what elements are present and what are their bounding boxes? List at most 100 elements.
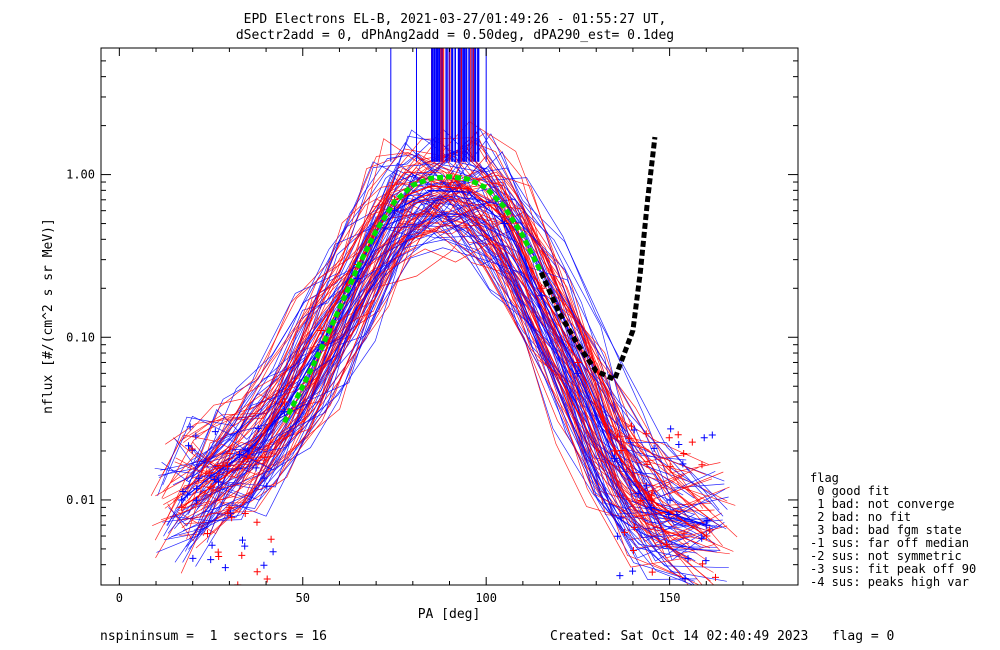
y-tick-label: 0.01 <box>66 493 95 507</box>
data-point <box>500 212 509 221</box>
data-point <box>665 510 673 518</box>
data-point <box>702 521 711 530</box>
data-point <box>188 445 196 453</box>
data-point <box>186 423 194 431</box>
background-curve <box>203 218 725 561</box>
background-curves <box>150 121 738 585</box>
data-point <box>666 463 674 471</box>
data-point <box>712 573 720 581</box>
background-curve <box>162 224 698 554</box>
data-point <box>254 425 262 433</box>
data-point <box>706 526 714 534</box>
data-point <box>225 504 233 512</box>
data-point <box>702 557 710 565</box>
data-point <box>263 482 271 490</box>
legend-item: -3 sus: fit peak off 90 <box>810 562 976 576</box>
data-point <box>680 529 688 537</box>
data-point <box>263 575 271 583</box>
data-point <box>573 369 582 378</box>
data-point <box>698 534 706 542</box>
background-curve <box>168 216 687 559</box>
data-point <box>463 184 472 193</box>
background-curve <box>181 221 689 585</box>
data-point <box>207 556 215 564</box>
legend-item: 3 bad: bad fgm state <box>810 523 962 537</box>
fit-curve <box>282 174 562 424</box>
data-point <box>215 553 223 561</box>
data-point <box>573 358 582 367</box>
background-curve <box>212 195 727 530</box>
data-point <box>253 518 261 526</box>
background-curve <box>182 181 704 509</box>
data-point <box>610 454 619 463</box>
data-point <box>614 532 622 540</box>
y-axis-label: nflux [#/(cm^2 s sr MeV)] <box>41 218 56 414</box>
data-point <box>238 551 246 559</box>
data-point <box>700 434 708 442</box>
legend-item: -4 sus: peaks high var <box>810 575 969 589</box>
data-point <box>679 460 687 468</box>
background-curve <box>199 171 738 538</box>
chart-subtitle: dSectr2add = 0, dPhAng2add = 0.50deg, dP… <box>236 28 674 43</box>
data-point <box>177 495 186 504</box>
background-curve <box>204 166 725 482</box>
data-point <box>261 453 269 461</box>
data-point <box>674 431 682 439</box>
data-point <box>500 219 509 228</box>
background-curve <box>164 172 687 517</box>
background-curve <box>202 175 736 506</box>
data-point <box>643 460 651 468</box>
data-point <box>648 491 656 499</box>
data-point <box>183 491 191 499</box>
data-point <box>634 490 642 498</box>
data-point <box>211 428 219 436</box>
data-point <box>204 529 212 537</box>
background-curve <box>198 213 715 529</box>
data-point <box>673 511 681 519</box>
data-point <box>629 567 637 575</box>
background-curve <box>172 137 712 513</box>
legend-item: 2 bad: no fit <box>810 510 911 524</box>
data-point <box>214 478 222 486</box>
data-point <box>630 523 638 531</box>
data-point <box>185 442 193 450</box>
background-curve <box>182 198 694 585</box>
data-point <box>238 536 246 544</box>
data-point <box>192 496 200 504</box>
data-point <box>688 438 696 446</box>
data-point <box>177 503 186 512</box>
data-point <box>708 431 716 439</box>
data-point <box>643 482 651 490</box>
data-point <box>637 497 645 505</box>
axis-ticks: 0 50 100 150 0.01 0.10 1.00 <box>66 48 798 605</box>
background-curve <box>182 219 698 580</box>
legend-item: -1 sus: far off median <box>810 536 969 550</box>
data-point <box>427 182 436 191</box>
data-point <box>193 485 201 493</box>
x-axis-label: PA [deg] <box>418 607 481 622</box>
data-point <box>642 430 650 438</box>
data-point <box>681 575 689 583</box>
background-curve <box>171 195 698 551</box>
data-point <box>703 516 711 524</box>
data-point <box>617 514 625 522</box>
data-point <box>353 274 362 283</box>
data-point <box>226 450 234 458</box>
data-point <box>214 462 222 470</box>
background-curve <box>179 239 699 545</box>
legend-item: 1 bad: not converge <box>810 497 955 511</box>
data-point <box>252 464 260 472</box>
data-point <box>208 541 216 549</box>
x-tick-label: 150 <box>659 591 681 605</box>
data-point <box>662 540 670 548</box>
x-tick-label: 50 <box>296 591 310 605</box>
data-point <box>699 560 707 568</box>
data-point <box>221 564 229 572</box>
data-point <box>195 474 203 482</box>
data-point <box>189 554 197 562</box>
data-point <box>610 446 619 455</box>
marker-layer <box>177 182 720 585</box>
data-point <box>317 326 326 335</box>
background-curve <box>185 238 717 553</box>
top-spikes <box>390 48 487 162</box>
